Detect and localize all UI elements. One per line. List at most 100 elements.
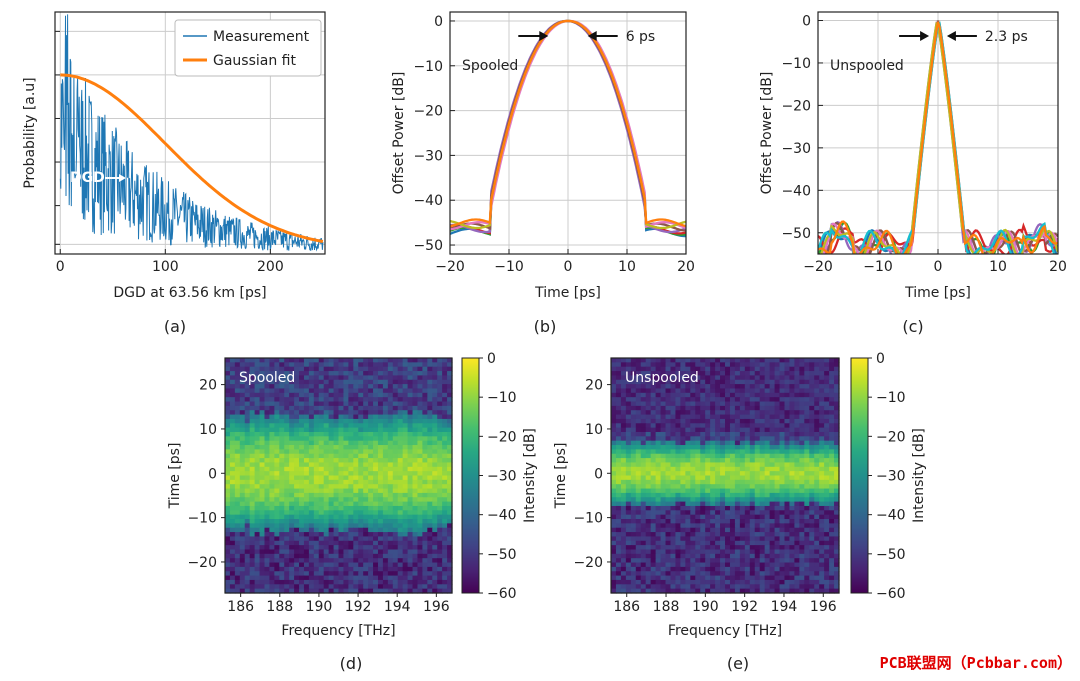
heatmap-cell: [318, 405, 325, 411]
heatmap-cell: [695, 540, 701, 546]
heatmap-cell: [229, 397, 236, 403]
heatmap-cell: [630, 571, 637, 577]
heatmap-cell: [348, 523, 354, 529]
heatmap-cell: [834, 436, 840, 442]
heatmap-cell: [269, 579, 275, 585]
heatmap-cell: [725, 418, 731, 424]
heatmap-cell: [640, 414, 647, 420]
heatmap-cell: [437, 379, 443, 385]
heatmap-cell: [635, 471, 642, 477]
heatmap-cell: [402, 579, 409, 585]
heatmap-cell: [422, 440, 428, 446]
heatmap-cell: [229, 501, 236, 507]
heatmap-cell: [348, 375, 354, 381]
heatmap-cell: [442, 527, 448, 533]
heatmap-cell: [814, 453, 820, 459]
heatmap-cell: [734, 514, 741, 520]
heatmap-cell: [294, 523, 300, 529]
heatmap-cell: [259, 562, 266, 568]
heatmap-cell: [422, 458, 428, 464]
heatmap-cell: [407, 566, 414, 572]
heatmap-cell: [685, 501, 691, 507]
heatmap-cell: [784, 462, 791, 468]
heatmap-cell: [695, 436, 701, 442]
heatmap-cell: [254, 566, 261, 572]
heatmap-cell: [630, 527, 637, 533]
heatmap-cell: [279, 510, 285, 516]
heatmap-cell: [225, 379, 231, 385]
heatmap-cell: [442, 462, 448, 468]
heatmap-cell: [299, 492, 305, 498]
heatmap-cell: [264, 532, 271, 538]
heatmap-cell: [244, 492, 251, 498]
heatmap-cell: [417, 371, 423, 377]
heatmap-cell: [264, 501, 271, 507]
heatmap-cell: [779, 549, 786, 555]
heatmap-cell: [630, 427, 637, 433]
heatmap-cell: [422, 501, 428, 507]
heatmap-cell: [294, 510, 300, 516]
heatmap-cell: [382, 375, 389, 381]
heatmap-cell: [417, 436, 423, 442]
heatmap-cell: [729, 384, 736, 390]
heatmap-cell: [289, 571, 295, 577]
heatmap-cell: [675, 449, 681, 455]
heatmap-cell: [377, 453, 384, 459]
heatmap-cell: [412, 379, 419, 385]
heatmap-cell: [294, 388, 300, 394]
heatmap-cell: [442, 410, 448, 416]
heatmap-cell: [333, 492, 340, 498]
ytick-label: −10: [413, 59, 443, 75]
heatmap-cell: [264, 566, 271, 572]
heatmap-cell: [358, 553, 364, 559]
heatmap-cell: [715, 401, 721, 407]
heatmap-cell: [680, 497, 686, 503]
heatmap-cell: [254, 579, 261, 585]
heatmap-cell: [615, 545, 622, 551]
heatmap-cell: [774, 510, 781, 516]
heatmap-cell: [328, 384, 335, 390]
heatmap-cell: [690, 453, 696, 459]
heatmap-cell: [377, 414, 384, 420]
heatmap-cell: [239, 527, 246, 533]
heatmap-cell: [338, 501, 345, 507]
heatmap-cell: [739, 553, 746, 559]
heatmap-cell: [377, 462, 384, 468]
heatmap-cell: [353, 427, 359, 433]
heatmap-cell: [427, 418, 433, 424]
heatmap-cell: [660, 371, 667, 377]
heatmap-cell: [264, 379, 271, 385]
measurement-series: [59, 14, 324, 252]
heatmap-cell: [655, 553, 662, 559]
heatmap-cell: [625, 371, 632, 377]
heatmap-cell: [700, 532, 706, 538]
heatmap-cell: [299, 549, 305, 555]
heatmap-cell: [665, 566, 672, 572]
heatmap-cell: [313, 371, 320, 377]
heatmap-cell: [377, 427, 384, 433]
heatmap-cell: [323, 566, 330, 572]
heatmap-cell: [690, 423, 696, 429]
heatmap-cell: [809, 545, 815, 551]
heatmap-cell: [328, 505, 335, 511]
heatmap-cell: [759, 458, 766, 464]
heatmap-cell: [630, 471, 637, 477]
heatmap-cell: [402, 423, 409, 429]
heatmap-cell: [239, 384, 246, 390]
heatmap-cell: [685, 449, 691, 455]
heatmap-cell: [323, 588, 330, 594]
heatmap-cell: [294, 492, 300, 498]
heatmap-cell: [789, 532, 795, 538]
heatmap-cell: [318, 397, 325, 403]
heatmap-cell: [407, 462, 414, 468]
heatmap-cell: [749, 458, 756, 464]
heatmap-cell: [229, 366, 236, 372]
heatmap-cell: [620, 431, 627, 437]
heatmap-cell: [239, 401, 246, 407]
heatmap-cell: [625, 458, 632, 464]
heatmap-cell: [225, 532, 231, 538]
heatmap-cell: [804, 366, 810, 372]
heatmap-cell: [363, 553, 369, 559]
heatmap-cell: [665, 388, 672, 394]
heatmap-cell: [318, 427, 325, 433]
